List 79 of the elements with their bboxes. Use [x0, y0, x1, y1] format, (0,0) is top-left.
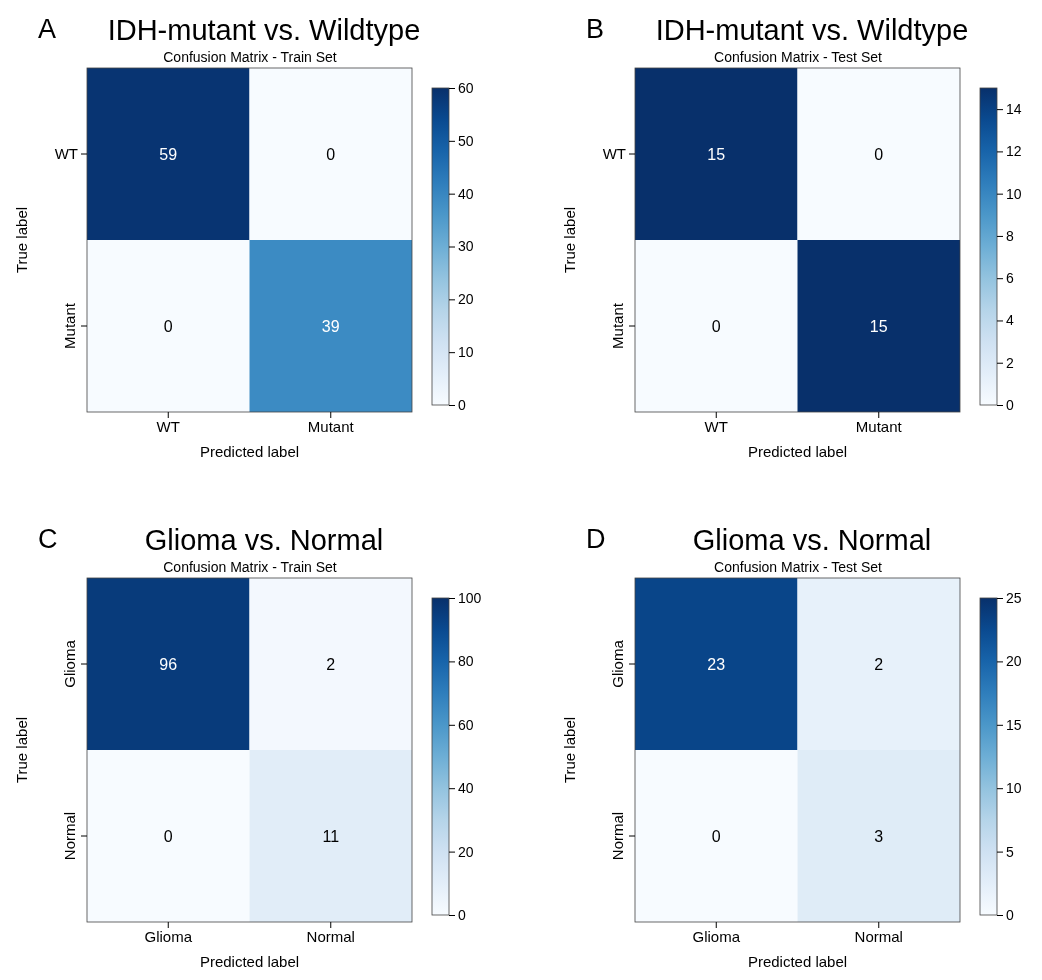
color-bar-label: 15 — [1006, 716, 1022, 733]
y-axis-title: True label — [561, 206, 578, 274]
data-label: 59 — [159, 145, 178, 163]
data-label: 39 — [321, 317, 340, 335]
y-axis-title: True label — [561, 716, 578, 784]
data-label: 2 — [326, 655, 336, 673]
color-bar-label: 0 — [1006, 396, 1014, 413]
data-label: 0 — [163, 317, 173, 335]
color-bar-label: 40 — [458, 780, 474, 797]
color-bar-label: 4 — [1006, 312, 1014, 329]
x-tick-label: Mutant — [307, 417, 355, 435]
x-tick-label: Normal — [306, 927, 355, 945]
color-bar-label: 20 — [458, 843, 474, 860]
y-tick-label: Glioma — [609, 639, 626, 688]
chart-subtitle: Confusion Matrix - Train Set — [163, 49, 337, 65]
color-bar-label: 0 — [458, 906, 466, 923]
y-tick-label: Normal — [61, 811, 78, 861]
y-tick-label: Normal — [609, 811, 626, 861]
data-label: 15 — [707, 145, 726, 163]
color-bar-label: 10 — [1006, 780, 1022, 797]
x-tick-label: Mutant — [855, 417, 903, 435]
color-bar-label: 10 — [1006, 185, 1022, 202]
color-bar-label: 20 — [1006, 653, 1022, 670]
color-bar-label: 2 — [1006, 354, 1014, 371]
y-axis-title: True label — [13, 206, 30, 274]
y-tick-label: Glioma — [61, 639, 78, 688]
x-axis-title: Predicted label — [747, 953, 848, 970]
chart-title: IDH-mutant vs. Wildtype — [107, 14, 421, 46]
x-tick-label: WT — [156, 417, 180, 435]
x-tick-label: Glioma — [144, 927, 193, 945]
data-label: 0 — [326, 145, 336, 163]
color-bar-label: 10 — [458, 344, 474, 361]
y-tick-label: Mutant — [609, 302, 626, 349]
color-bar-label: 100 — [458, 589, 482, 606]
chart-title: Glioma vs. Normal — [144, 524, 384, 556]
data-label: 15 — [869, 317, 888, 335]
y-tick-label: Mutant — [61, 302, 78, 349]
data-label: 2 — [874, 655, 884, 673]
chart-subtitle: Confusion Matrix - Train Set — [163, 559, 337, 575]
color-bar-label: 20 — [458, 291, 474, 308]
color-bar-label: 6 — [1006, 270, 1014, 287]
x-tick-label: Normal — [854, 927, 903, 945]
color-bar-label: 5 — [1006, 843, 1014, 860]
color-bar-label: 80 — [458, 653, 474, 670]
color-bar-label: 0 — [458, 396, 466, 413]
data-label: 23 — [707, 655, 726, 673]
chart-title: Glioma vs. Normal — [692, 524, 932, 556]
x-tick-label: Glioma — [692, 927, 741, 945]
color-bar-label: 12 — [1006, 143, 1022, 160]
chart-subtitle: Confusion Matrix - Test Set — [714, 49, 883, 65]
data-label: 0 — [874, 145, 884, 163]
color-bar-label: 30 — [458, 238, 474, 255]
data-label: 96 — [159, 655, 178, 673]
x-tick-label: WT — [704, 417, 728, 435]
chart-subtitle: Confusion Matrix - Test Set — [714, 559, 883, 575]
text: D — [586, 524, 606, 554]
data-label: 0 — [711, 317, 721, 335]
data-label: 11 — [322, 827, 340, 845]
color-bar-label: 40 — [458, 185, 474, 202]
color-bar-label: 0 — [1006, 906, 1014, 923]
text: C — [38, 524, 58, 554]
color-bar-label: 8 — [1006, 227, 1014, 244]
color-bar-label: 50 — [458, 132, 474, 149]
text: B — [586, 14, 605, 44]
data-label: 0 — [163, 827, 173, 845]
color-bar-label: 14 — [1006, 101, 1022, 118]
chart-title: IDH-mutant vs. Wildtype — [655, 14, 969, 46]
x-axis-title: Predicted label — [747, 443, 848, 460]
y-tick-label: WT — [54, 144, 78, 162]
x-axis-title: Predicted label — [199, 953, 300, 970]
color-bar-label: 25 — [1006, 589, 1022, 606]
text: A — [38, 14, 57, 44]
data-label: 3 — [874, 827, 884, 845]
y-axis-title: True label — [13, 716, 30, 784]
color-bar-label: 60 — [458, 716, 474, 733]
x-axis-title: Predicted label — [199, 443, 300, 460]
color-bar-label: 60 — [458, 79, 474, 96]
data-label: 0 — [711, 827, 721, 845]
y-tick-label: WT — [602, 144, 626, 162]
